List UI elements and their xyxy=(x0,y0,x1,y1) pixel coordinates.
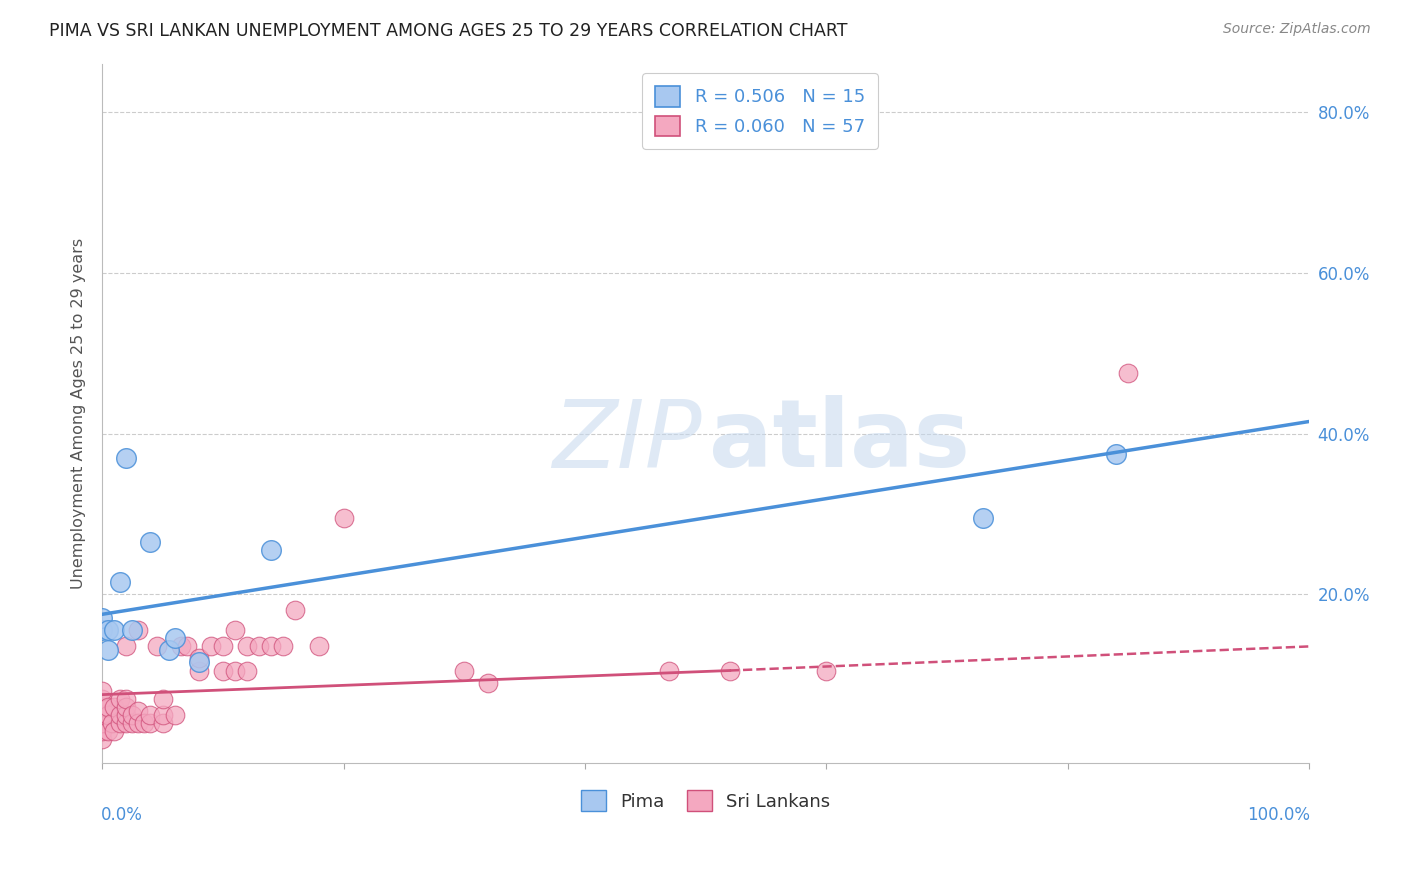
Point xyxy=(101,715,124,730)
Point xyxy=(91,683,114,698)
Point xyxy=(127,715,149,730)
Point xyxy=(91,731,114,746)
Point xyxy=(91,715,114,730)
Point xyxy=(271,640,294,654)
Point xyxy=(247,640,270,654)
Point xyxy=(224,624,246,638)
Point xyxy=(134,715,156,730)
Point xyxy=(121,624,143,638)
Point xyxy=(972,511,994,525)
Legend: Pima, Sri Lankans: Pima, Sri Lankans xyxy=(572,781,839,821)
Point xyxy=(121,715,143,730)
Point xyxy=(91,699,114,714)
Point xyxy=(115,450,138,465)
Point xyxy=(176,640,198,654)
Point xyxy=(152,707,174,722)
Point xyxy=(110,707,132,722)
Point xyxy=(453,664,475,678)
Point xyxy=(127,704,149,718)
Point xyxy=(115,691,138,706)
Text: Source: ZipAtlas.com: Source: ZipAtlas.com xyxy=(1223,22,1371,37)
Point xyxy=(152,691,174,706)
Point xyxy=(200,640,222,654)
Point xyxy=(187,664,209,678)
Point xyxy=(658,664,681,678)
Point xyxy=(152,715,174,730)
Point xyxy=(236,640,259,654)
Point xyxy=(110,575,132,590)
Point xyxy=(91,611,114,625)
Point xyxy=(308,640,330,654)
Text: ZIP: ZIP xyxy=(553,396,702,487)
Point xyxy=(91,723,114,738)
Point xyxy=(187,651,209,665)
Text: PIMA VS SRI LANKAN UNEMPLOYMENT AMONG AGES 25 TO 29 YEARS CORRELATION CHART: PIMA VS SRI LANKAN UNEMPLOYMENT AMONG AG… xyxy=(49,22,848,40)
Point xyxy=(145,640,167,654)
Point xyxy=(224,664,246,678)
Point xyxy=(139,715,162,730)
Point xyxy=(103,624,125,638)
Point xyxy=(163,707,186,722)
Point xyxy=(110,691,132,706)
Point xyxy=(1116,367,1139,381)
Y-axis label: Unemployment Among Ages 25 to 29 years: Unemployment Among Ages 25 to 29 years xyxy=(72,238,86,589)
Point xyxy=(163,632,186,646)
Point xyxy=(115,699,138,714)
Point xyxy=(169,640,191,654)
Point xyxy=(332,511,354,525)
Point xyxy=(115,707,138,722)
Point xyxy=(103,723,125,738)
Point xyxy=(115,715,138,730)
Text: 0.0%: 0.0% xyxy=(101,806,143,824)
Point xyxy=(97,643,120,657)
Point xyxy=(97,707,120,722)
Point xyxy=(91,624,114,638)
Text: atlas: atlas xyxy=(709,395,970,487)
Point xyxy=(236,664,259,678)
Point xyxy=(212,640,235,654)
Point xyxy=(139,535,162,549)
Point xyxy=(103,699,125,714)
Point xyxy=(815,664,838,678)
Point xyxy=(284,603,307,617)
Point xyxy=(1105,447,1128,461)
Text: 100.0%: 100.0% xyxy=(1247,806,1310,824)
Point xyxy=(157,643,180,657)
Point xyxy=(110,715,132,730)
Point xyxy=(91,691,114,706)
Point xyxy=(187,656,209,670)
Point xyxy=(260,543,283,558)
Point xyxy=(115,640,138,654)
Point xyxy=(477,675,499,690)
Point xyxy=(97,624,120,638)
Point xyxy=(127,624,149,638)
Point xyxy=(121,707,143,722)
Point xyxy=(718,664,741,678)
Point xyxy=(97,723,120,738)
Point xyxy=(91,707,114,722)
Point xyxy=(97,699,120,714)
Point xyxy=(139,707,162,722)
Point xyxy=(260,640,283,654)
Point xyxy=(212,664,235,678)
